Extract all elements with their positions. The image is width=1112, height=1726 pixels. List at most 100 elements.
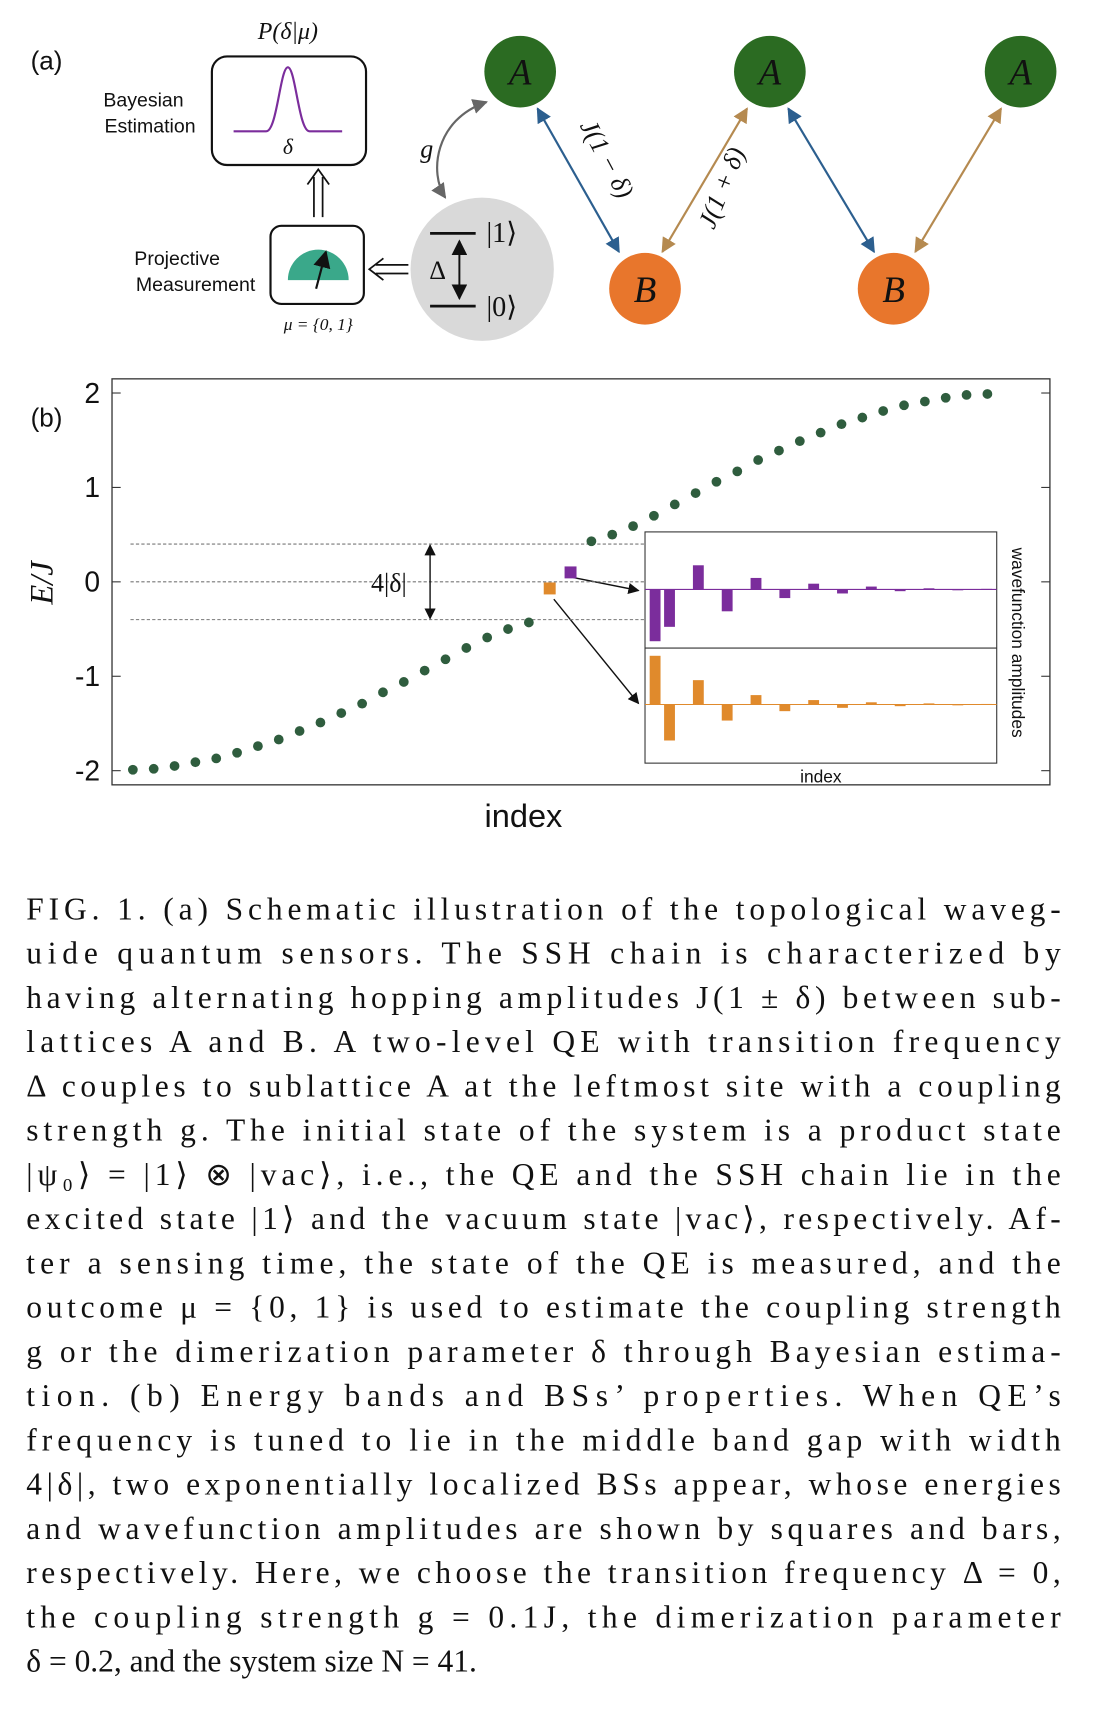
- band-state: [649, 510, 659, 521]
- estimation-label: Bayesian: [103, 89, 183, 111]
- band-state: [607, 529, 618, 540]
- band-state: [273, 734, 284, 745]
- site-label: B: [882, 269, 905, 310]
- y-tick-label: -1: [75, 660, 100, 692]
- band-state: [836, 419, 847, 430]
- band-state: [127, 764, 138, 775]
- y-tick-label: 1: [84, 471, 100, 503]
- band-state: [774, 445, 784, 456]
- band-state: [461, 643, 472, 653]
- band-state: [357, 698, 368, 709]
- bound-state: [564, 566, 577, 579]
- bound-state: [543, 582, 556, 595]
- band-state: [523, 617, 534, 628]
- site-a: [984, 35, 1057, 108]
- site-label: A: [756, 52, 782, 93]
- amplitude-bar: [952, 704, 964, 706]
- amplitude-bar: [750, 695, 762, 705]
- caption: FIG. 1. (a) Schematic illustration of th…: [26, 891, 1061, 1678]
- band-state: [794, 436, 805, 447]
- band-state: [398, 677, 409, 687]
- amplitude-bar: [923, 588, 935, 590]
- band-state: [378, 687, 388, 698]
- band-state: [878, 406, 889, 416]
- panel-a: (a) P(δ|μ) δ Bayesian Estimation Project…: [31, 19, 1057, 341]
- band-state: [419, 665, 430, 676]
- amplitude-bar: [692, 680, 704, 705]
- meter-needle: [313, 250, 331, 290]
- amplitude-bar: [981, 703, 993, 705]
- band-state: [169, 761, 180, 771]
- estimation-box: [210, 55, 368, 167]
- amplitude-bar: [865, 586, 877, 590]
- hopping: [787, 107, 875, 254]
- amplitude-bar: [837, 589, 848, 594]
- band-state: [899, 400, 909, 411]
- inset-y-label: wavefunction amplitudes: [1008, 547, 1028, 738]
- amplitude-bar: [952, 589, 964, 591]
- site-label: B: [634, 269, 657, 310]
- pointer-arrow: [573, 576, 640, 595]
- hopping: [661, 107, 748, 254]
- outcome: μ = {0, 1}: [283, 315, 353, 334]
- band-state: [440, 654, 451, 665]
- y-axis-label: E/J: [24, 560, 60, 606]
- band-state: [232, 747, 242, 758]
- band-state: [982, 389, 993, 399]
- coupling-label: g: [420, 134, 433, 163]
- panel-label: (b): [31, 403, 63, 433]
- caption-line: g or the dimerization parameter δ throug…: [26, 1334, 1061, 1369]
- band-state: [253, 741, 263, 752]
- y-tick-label: -2: [75, 754, 100, 786]
- amplitude-bar: [894, 589, 906, 592]
- band-state: [711, 476, 722, 487]
- amplitude-bar: [750, 577, 762, 590]
- gap-label: Δ: [429, 256, 446, 285]
- caption-line: uide quantum sensors. The SSH chain is c…: [26, 936, 1061, 971]
- site-label: A: [506, 52, 532, 93]
- amplitude-bar: [779, 704, 791, 712]
- caption-line: 4|δ|, two exponentially localized BSs ap…: [26, 1467, 1061, 1502]
- panel-b: (b) E/J index index wavefunction amplitu…: [24, 377, 1051, 834]
- estimation-label: Estimation: [104, 115, 195, 137]
- band-state: [961, 390, 972, 400]
- amplitude-bar: [894, 704, 906, 707]
- amplitude-bar: [664, 589, 675, 627]
- distribution-curve: [233, 66, 343, 133]
- band-state: [628, 521, 638, 532]
- amplitude-bar: [837, 704, 848, 708]
- site-a: [734, 35, 806, 108]
- measurement-box: [269, 224, 365, 306]
- level-label: |1⟩: [487, 218, 518, 249]
- double-arrow: [306, 167, 330, 218]
- hopping: [536, 107, 620, 254]
- band-state: [336, 708, 347, 718]
- band-state: [690, 488, 701, 498]
- caption-line: ter a sensing time, the state of the QE …: [26, 1245, 1061, 1280]
- band-state: [857, 412, 868, 423]
- site-label: A: [1006, 52, 1032, 93]
- caption-line: frequency is tuned to lie in the middle …: [26, 1422, 1061, 1457]
- level-label: |0⟩: [487, 292, 518, 323]
- y-tick-label: 0: [84, 566, 100, 598]
- site-b: [609, 252, 681, 325]
- amplitude-bar: [779, 589, 791, 599]
- band-state: [190, 757, 201, 768]
- band-state: [294, 726, 305, 736]
- y-tick-label: 2: [84, 377, 100, 409]
- hopping: [914, 107, 1003, 254]
- amplitude-bar: [649, 655, 661, 705]
- band-state: [753, 455, 764, 465]
- band-state: [148, 763, 159, 774]
- band-state: [815, 427, 826, 438]
- caption-line: having alternating hopping amplitudes J(…: [26, 980, 1061, 1015]
- caption-line: strength g. The initial state of the sys…: [26, 1113, 1061, 1148]
- measurement-label: Measurement: [136, 274, 256, 296]
- amplitude-bar: [649, 589, 661, 642]
- amplitude-bar: [721, 704, 733, 721]
- amplitude-bar: [808, 700, 820, 705]
- likelihood: P(δ|μ): [257, 19, 318, 45]
- amplitude-bar: [981, 588, 993, 590]
- site-b: [857, 252, 930, 325]
